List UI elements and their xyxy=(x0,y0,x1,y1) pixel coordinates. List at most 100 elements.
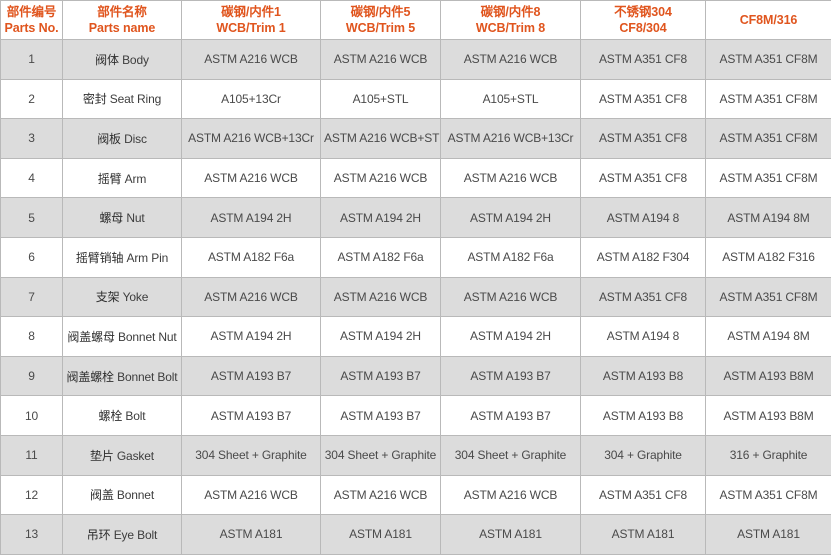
cell-wcb-trim1: ASTM A181 xyxy=(182,515,321,555)
cell-cf8m-316: ASTM A193 B8M xyxy=(706,356,831,396)
column-header-ss304-en: CF8/304 xyxy=(584,20,702,37)
cell-parts-name-en: Disc xyxy=(124,132,147,146)
column-header-ss304: 不锈钢304 CF8/304 xyxy=(581,1,706,40)
cell-wcb-trim8: ASTM A216 WCB xyxy=(441,277,581,317)
cell-wcb-trim5: ASTM A216 WCB+STL xyxy=(321,119,441,159)
cell-parts-name: 阀盖螺栓 Bonnet Bolt xyxy=(63,356,182,396)
cell-parts-name-cn: 垫片 xyxy=(90,449,114,463)
cell-parts-name: 支架 Yoke xyxy=(63,277,182,317)
cell-parts-no: 4 xyxy=(1,158,63,198)
cell-parts-no: 12 xyxy=(1,475,63,515)
cell-wcb-trim8: ASTM A182 F6a xyxy=(441,237,581,277)
cell-parts-name: 垫片 Gasket xyxy=(63,435,182,475)
cell-ss304: ASTM A193 B8 xyxy=(581,396,706,436)
cell-wcb-trim1: ASTM A194 2H xyxy=(182,198,321,238)
cell-wcb-trim5: ASTM A216 WCB xyxy=(321,158,441,198)
cell-cf8m-316: ASTM A182 F316 xyxy=(706,237,831,277)
cell-ss304: ASTM A194 8 xyxy=(581,198,706,238)
cell-parts-no: 5 xyxy=(1,198,63,238)
column-header-parts-name-cn: 部件名称 xyxy=(66,4,178,21)
cell-parts-name-cn: 螺母 xyxy=(99,211,123,225)
column-header-cf8m-316-cn: CF8M/316 xyxy=(709,12,828,29)
cell-parts-no: 8 xyxy=(1,317,63,357)
cell-parts-no: 1 xyxy=(1,40,63,80)
cell-parts-no: 13 xyxy=(1,515,63,555)
column-header-parts-no-cn: 部件编号 xyxy=(4,4,59,21)
column-header-parts-name-en: Parts name xyxy=(66,20,178,37)
cell-wcb-trim8: ASTM A216 WCB xyxy=(441,158,581,198)
cell-parts-name-cn: 阀体 xyxy=(95,53,119,67)
cell-wcb-trim1: ASTM A194 2H xyxy=(182,317,321,357)
column-header-wcb-trim8-cn: 碳钢/内件8 xyxy=(444,4,577,21)
cell-wcb-trim8: ASTM A194 2H xyxy=(441,317,581,357)
cell-cf8m-316: ASTM A351 CF8M xyxy=(706,475,831,515)
cell-cf8m-316: ASTM A181 xyxy=(706,515,831,555)
cell-cf8m-316: ASTM A351 CF8M xyxy=(706,79,831,119)
cell-parts-name-cn: 阀盖螺栓 xyxy=(67,370,114,384)
cell-parts-no: 10 xyxy=(1,396,63,436)
cell-wcb-trim8: ASTM A216 WCB xyxy=(441,40,581,80)
cell-parts-no: 3 xyxy=(1,119,63,159)
cell-parts-name-en: Eye Bolt xyxy=(114,528,158,542)
cell-ss304: ASTM A194 8 xyxy=(581,317,706,357)
cell-wcb-trim8: ASTM A193 B7 xyxy=(441,396,581,436)
cell-parts-name-en: Bonnet Nut xyxy=(118,330,177,344)
column-header-parts-no: 部件编号 Parts No. xyxy=(1,1,63,40)
cell-parts-name-cn: 吊环 xyxy=(87,528,111,542)
cell-wcb-trim1: ASTM A216 WCB xyxy=(182,277,321,317)
cell-parts-name-en: Arm Pin xyxy=(126,251,168,265)
cell-cf8m-316: ASTM A351 CF8M xyxy=(706,40,831,80)
cell-parts-name: 阀盖螺母 Bonnet Nut xyxy=(63,317,182,357)
cell-ss304: ASTM A351 CF8 xyxy=(581,475,706,515)
column-header-parts-no-en: Parts No. xyxy=(4,20,59,37)
column-header-wcb-trim8-en: WCB/Trim 8 xyxy=(444,20,577,37)
cell-ss304: ASTM A193 B8 xyxy=(581,356,706,396)
cell-parts-name-cn: 摇臂销轴 xyxy=(76,251,123,265)
cell-wcb-trim5: ASTM A216 WCB xyxy=(321,277,441,317)
column-header-wcb-trim1: 碳钢/内件1 WCB/Trim 1 xyxy=(182,1,321,40)
column-header-ss304-cn: 不锈钢304 xyxy=(584,4,702,21)
cell-wcb-trim5: A105+STL xyxy=(321,79,441,119)
column-header-wcb-trim5: 碳钢/内件5 WCB/Trim 5 xyxy=(321,1,441,40)
column-header-wcb-trim1-cn: 碳钢/内件1 xyxy=(185,4,317,21)
cell-parts-name: 螺栓 Bolt xyxy=(63,396,182,436)
cell-parts-name-cn: 阀盖螺母 xyxy=(67,330,114,344)
column-header-parts-name: 部件名称 Parts name xyxy=(63,1,182,40)
cell-wcb-trim1: ASTM A193 B7 xyxy=(182,396,321,436)
cell-cf8m-316: 316 + Graphite xyxy=(706,435,831,475)
cell-parts-name: 摇臂 Arm xyxy=(63,158,182,198)
cell-parts-name-en: Yoke xyxy=(123,290,149,304)
cell-wcb-trim5: ASTM A194 2H xyxy=(321,198,441,238)
cell-parts-name-en: Seat Ring xyxy=(110,92,161,106)
cell-parts-name: 吊环 Eye Bolt xyxy=(63,515,182,555)
cell-cf8m-316: ASTM A351 CF8M xyxy=(706,158,831,198)
cell-wcb-trim1: ASTM A216 WCB+13Cr xyxy=(182,119,321,159)
header-row: 部件编号 Parts No. 部件名称 Parts name 碳钢/内件1 WC… xyxy=(1,1,831,40)
cell-parts-name-cn: 支架 xyxy=(96,290,120,304)
cell-ss304: ASTM A181 xyxy=(581,515,706,555)
cell-wcb-trim8: ASTM A193 B7 xyxy=(441,356,581,396)
cell-wcb-trim8: ASTM A181 xyxy=(441,515,581,555)
cell-ss304: ASTM A182 F304 xyxy=(581,237,706,277)
cell-wcb-trim1: ASTM A193 B7 xyxy=(182,356,321,396)
cell-parts-name-en: Arm xyxy=(125,172,147,186)
cell-parts-no: 2 xyxy=(1,79,63,119)
cell-wcb-trim1: A105+13Cr xyxy=(182,79,321,119)
column-header-cf8m-316: CF8M/316 xyxy=(706,1,831,40)
cell-wcb-trim5: ASTM A181 xyxy=(321,515,441,555)
cell-parts-name-cn: 摇臂 xyxy=(98,172,122,186)
cell-wcb-trim8: ASTM A216 WCB xyxy=(441,475,581,515)
